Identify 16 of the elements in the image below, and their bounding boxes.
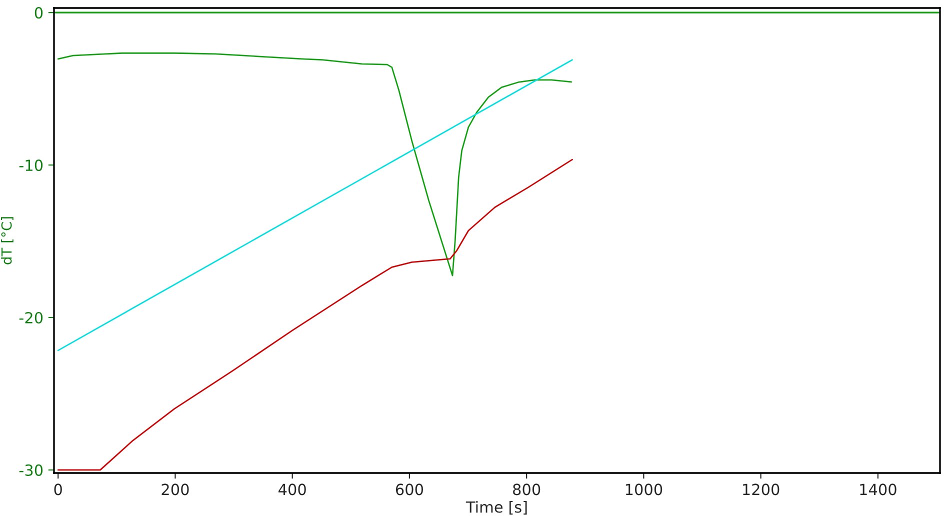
x-tick-label: 0 — [54, 484, 62, 496]
x-tick-label: 1400 — [860, 484, 896, 496]
x-tick-label: 200 — [162, 484, 189, 496]
x-tick-label: 1200 — [743, 484, 780, 496]
line-series — [57, 158, 573, 471]
x-tick-label: 1000 — [626, 484, 662, 496]
x-tick-label: 600 — [396, 484, 424, 496]
x-tick-label: 400 — [278, 484, 306, 496]
y-tick-label: 0 — [34, 7, 43, 19]
y-axis-title: dT [°C] — [1, 217, 14, 264]
line-series — [57, 52, 572, 276]
x-axis-title: Time [s] — [466, 500, 527, 515]
y-tick-label: -10 — [19, 160, 43, 172]
x-tick-label: 800 — [513, 484, 540, 496]
y-tick-label: -30 — [19, 464, 43, 476]
y-tick-label: -20 — [19, 312, 43, 324]
